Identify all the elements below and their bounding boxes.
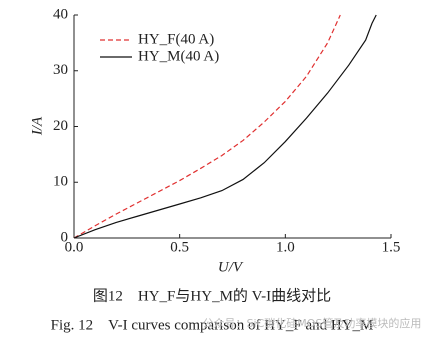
- series-line: [73, 14, 341, 239]
- watermark: 公众号：SiC碳化硅MOS管及功率模块的应用: [203, 316, 422, 330]
- legend-label: HY_F(40 A): [138, 31, 214, 47]
- y-tick-label: 30: [53, 62, 68, 78]
- x-tick-label: 1.0: [276, 239, 295, 255]
- y-tick-label: 0: [61, 229, 69, 245]
- y-tick-label: 10: [53, 174, 68, 190]
- caption-cn: 图12 HY_F与HY_M的 V-I曲线对比: [93, 287, 331, 304]
- x-tick-label: 0.0: [65, 239, 84, 255]
- x-tick-label: 0.5: [170, 239, 189, 255]
- y-tick-label: 20: [53, 118, 68, 134]
- x-axis-label: U/V: [218, 259, 244, 275]
- y-tick-label: 40: [53, 6, 68, 22]
- x-tick-label: 1.5: [382, 239, 401, 255]
- y-axis-label: I/A: [29, 116, 45, 136]
- legend-label: HY_M(40 A): [138, 48, 219, 64]
- caption-en: Fig. 12 V-I curves comparison of HY_F an…: [51, 317, 374, 333]
- series-line: [73, 14, 377, 239]
